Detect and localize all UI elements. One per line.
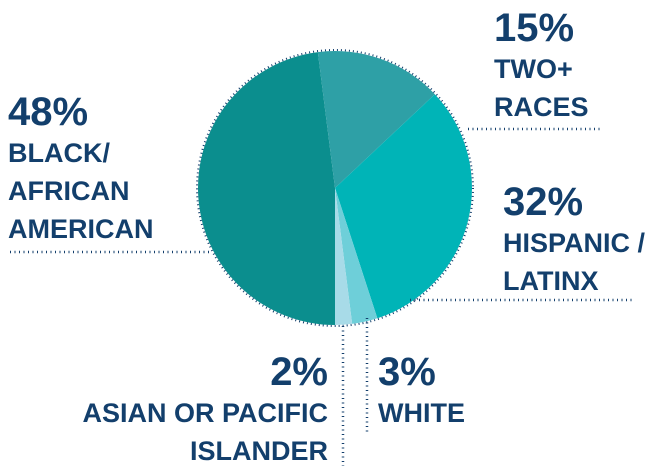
category-label: TWO+ RACES [494,54,589,122]
pie-outline [196,49,474,327]
slice-label: 48% BLACK/ AFRICAN AMERICAN [8,90,198,248]
percent-label: 48% [8,90,89,134]
category-label: HISPANIC / LATINX [503,228,646,296]
percent-label: 2% [270,350,328,394]
category-label: ASIAN OR PACIFIC ISLANDER [82,398,328,466]
percent-label: 32% [503,180,584,224]
pie-slice [317,50,435,188]
slice-label: 32% HISPANIC / LATINX [503,180,655,300]
category-label: BLACK/ AFRICAN AMERICAN [8,138,154,244]
slice-label: 15% TWO+ RACES [494,6,634,126]
pie-slice [197,52,335,325]
pie-slice [335,188,353,325]
pie-slice [335,188,378,324]
slice-label: 3% WHITE [378,350,578,432]
percent-label: 15% [494,6,575,50]
percent-label: 3% [378,350,436,394]
slice-label: 2% ASIAN OR PACIFIC ISLANDER [28,350,328,466]
pie-slice [335,94,473,319]
category-label: WHITE [378,398,465,428]
